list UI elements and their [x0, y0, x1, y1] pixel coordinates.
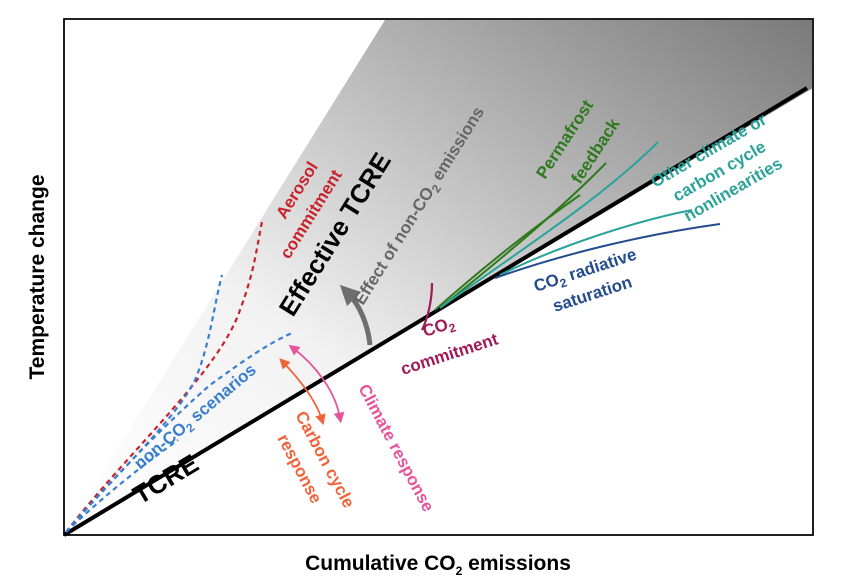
y-axis-title: Temperature change [26, 174, 49, 379]
permafrost-curve-1 [434, 194, 581, 311]
effective-tcre-wedge [64, 20, 813, 535]
aerosol-commitment-curve [65, 221, 264, 533]
other-nonlinear-curve-1 [439, 141, 659, 309]
non-co2-curve-3 [65, 439, 179, 533]
co2-saturation-curve [494, 223, 721, 279]
effect-non-co2-arrow [339, 284, 373, 346]
climate-response-arrow [288, 344, 345, 424]
other-nonlinear-curve-2 [499, 209, 693, 276]
co2-commitment-arc [421, 282, 434, 331]
x-axis-title: Cumulative CO2 emissions [305, 552, 571, 578]
tcre-line [62, 86, 809, 537]
permafrost-curve-2 [439, 162, 607, 309]
non-co2-curve-2 [65, 330, 295, 533]
